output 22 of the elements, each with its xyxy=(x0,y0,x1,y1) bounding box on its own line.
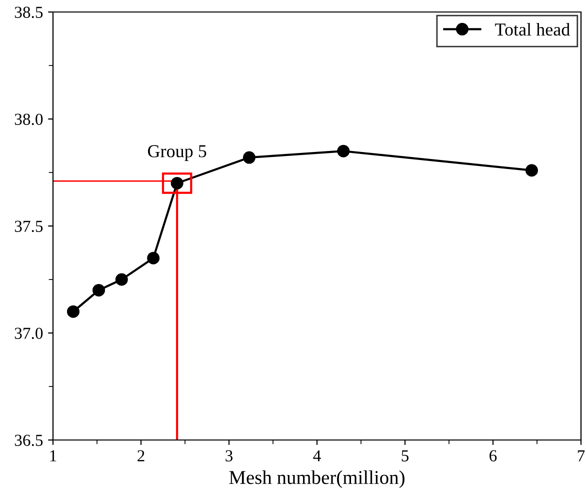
x-tick-label: 6 xyxy=(490,450,497,462)
annotation: Group 5 xyxy=(148,145,206,161)
x-axis-title: Mesh number(million) xyxy=(229,470,404,488)
point xyxy=(66,305,80,318)
point xyxy=(92,284,106,296)
point xyxy=(115,273,128,286)
y-tick-label: 38.0 xyxy=(14,114,43,126)
x-tick-label: 2 xyxy=(138,450,144,462)
point xyxy=(337,144,350,158)
y-tick-label: 37.5 xyxy=(14,220,43,232)
x-tick-label: 4 xyxy=(313,450,321,462)
legend-label: Total head xyxy=(495,22,570,36)
point xyxy=(525,164,538,177)
point xyxy=(147,252,160,264)
y-tick-label: 38.5 xyxy=(14,6,43,18)
x-tick-label: 1 xyxy=(50,450,56,462)
point xyxy=(242,151,256,164)
x-tick-label: 7 xyxy=(578,450,585,462)
x-tick-label: 5 xyxy=(402,450,409,462)
y-tick-label: 37.0 xyxy=(14,328,43,340)
x-tick-label: 3 xyxy=(226,450,233,462)
y-tick-label: 36.5 xyxy=(14,434,43,446)
